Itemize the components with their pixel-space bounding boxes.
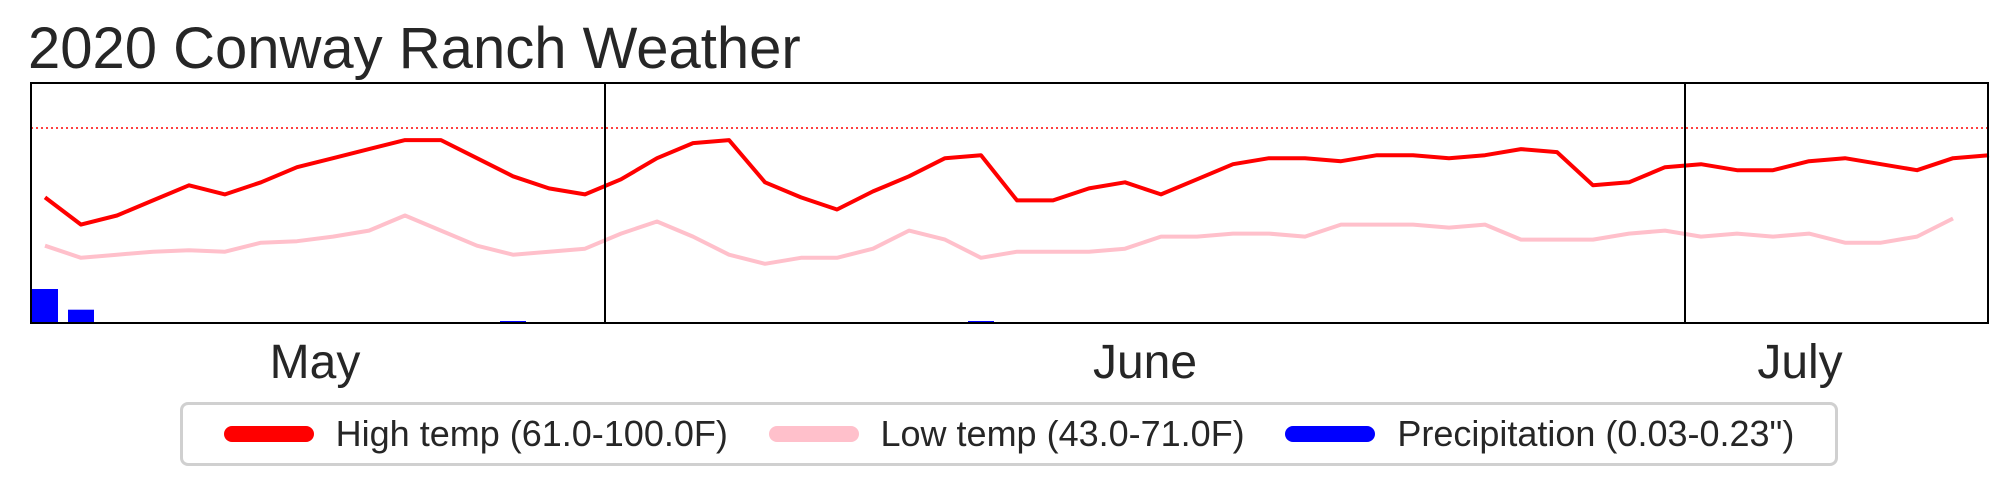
weather-chart: May June July bbox=[30, 82, 1990, 389]
month-labels: May June July bbox=[270, 336, 1843, 389]
month-label-july: July bbox=[1757, 336, 1842, 389]
legend-label-precip: Precipitation (0.03-0.23") bbox=[1397, 413, 1795, 454]
plot-frame bbox=[30, 82, 1989, 324]
legend: High temp (61.0-100.0F) Low temp (43.0-7… bbox=[180, 402, 1838, 466]
month-label-june: June bbox=[1093, 336, 1197, 389]
legend-item-low: Low temp (43.0-71.0F) bbox=[768, 413, 1245, 455]
month-dividers bbox=[604, 83, 1686, 323]
high-temp-line bbox=[43, 138, 1990, 227]
high-temp-swatch bbox=[223, 426, 314, 442]
precip-bar bbox=[68, 309, 94, 323]
low-temp-swatch bbox=[768, 426, 859, 442]
precipitation-bars bbox=[32, 289, 994, 323]
low-temp-line bbox=[44, 213, 1954, 266]
legend-label-high: High temp (61.0-100.0F) bbox=[335, 413, 728, 454]
chart-title: 2020 Conway Ranch Weather bbox=[28, 16, 801, 81]
precip-swatch bbox=[1285, 426, 1376, 442]
month-label-may: May bbox=[270, 336, 361, 389]
precip-bar bbox=[32, 289, 58, 323]
legend-item-precip: Precipitation (0.03-0.23") bbox=[1285, 413, 1794, 455]
low-temp-series bbox=[44, 213, 1954, 266]
legend-item-high: High temp (61.0-100.0F) bbox=[223, 413, 728, 455]
high-temp-series bbox=[43, 138, 1990, 227]
legend-label-low: Low temp (43.0-71.0F) bbox=[880, 413, 1245, 454]
